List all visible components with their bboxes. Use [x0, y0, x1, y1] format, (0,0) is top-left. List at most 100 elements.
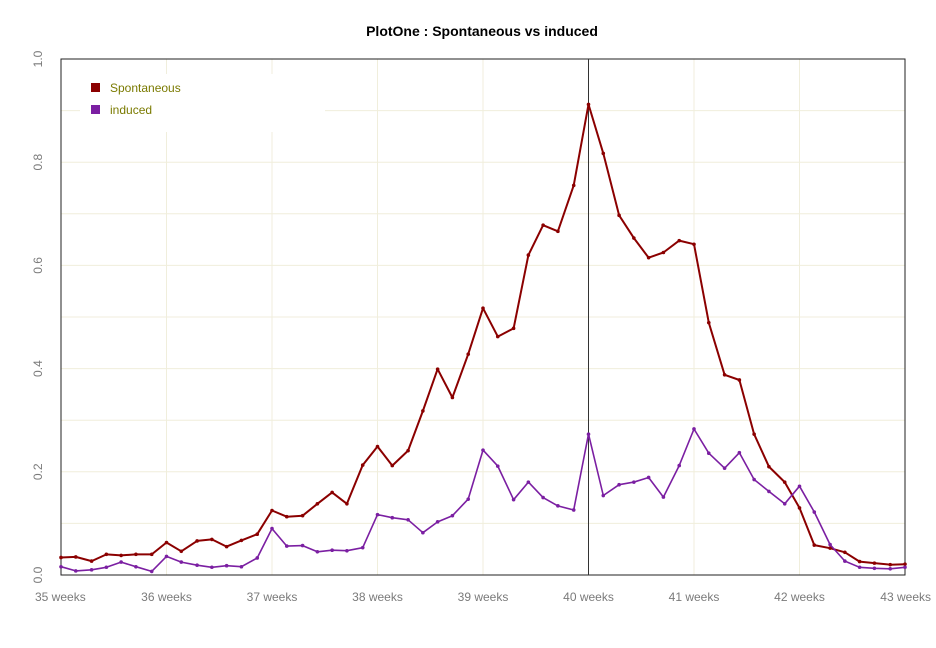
data-point: [345, 501, 349, 506]
series-induced: [59, 427, 907, 574]
data-point: [812, 510, 817, 514]
data-point: [134, 552, 138, 557]
data-point: [511, 497, 516, 502]
data-point: [104, 565, 109, 570]
data-point: [857, 559, 862, 564]
data-point: [164, 540, 169, 545]
data-point: [541, 223, 545, 227]
data-point: [390, 463, 395, 468]
data-point: [255, 556, 260, 560]
data-point: [284, 544, 289, 548]
data-point: [375, 444, 380, 449]
data-point: [632, 480, 636, 484]
data-point: [843, 559, 847, 563]
data-point: [284, 514, 289, 519]
data-point: [843, 550, 847, 555]
data-point: [224, 544, 229, 549]
data-point: [73, 555, 78, 559]
data-point: [601, 493, 606, 498]
data-point: [450, 395, 455, 400]
data-point: [59, 555, 63, 560]
data-point: [390, 515, 395, 520]
data-point: [903, 565, 907, 570]
data-point: [556, 504, 560, 508]
data-point: [495, 464, 500, 468]
data-point: [406, 448, 410, 453]
data-point: [692, 427, 696, 431]
data-point: [300, 543, 305, 548]
data-point: [375, 512, 380, 517]
data-point: [210, 565, 214, 570]
data-point: [450, 513, 455, 518]
data-point: [315, 549, 320, 554]
data-point: [466, 497, 471, 501]
data-point: [752, 432, 756, 436]
data-point: [360, 463, 365, 467]
x-tick-label: 41 weeks: [669, 590, 720, 604]
data-point: [586, 432, 591, 436]
data-point: [556, 229, 560, 234]
x-tick-label: 37 weeks: [247, 590, 298, 604]
data-point: [872, 561, 877, 565]
data-point: [872, 566, 877, 571]
data-point: [706, 451, 711, 456]
data-point: [119, 560, 123, 564]
data-point: [195, 563, 199, 567]
data-point: [767, 464, 771, 469]
legend-box: [80, 74, 325, 132]
data-point: [330, 548, 334, 553]
data-point: [435, 367, 440, 371]
data-point: [179, 549, 184, 554]
grid: [60, 58, 906, 575]
data-point: [300, 513, 305, 518]
data-point: [661, 495, 666, 499]
data-point: [888, 567, 893, 571]
data-point: [828, 542, 832, 547]
data-point: [722, 372, 727, 377]
legend-swatch: [91, 83, 100, 92]
data-point: [782, 501, 787, 506]
data-point: [435, 520, 440, 524]
y-tick-label: 0.0: [31, 566, 45, 583]
y-tick-label: 0.6: [31, 257, 45, 274]
x-tick-label: 38 weeks: [352, 590, 403, 604]
data-point: [89, 559, 94, 563]
data-point: [210, 537, 214, 542]
data-point: [149, 552, 154, 557]
x-tick-label: 42 weeks: [774, 590, 825, 604]
data-point: [692, 242, 696, 247]
data-point: [495, 334, 500, 339]
data-point: [345, 548, 349, 553]
x-tick-label: 40 weeks: [563, 590, 614, 604]
legend-swatch: [91, 105, 100, 114]
data-point: [149, 569, 154, 574]
data-point: [255, 532, 260, 537]
data-point: [104, 552, 109, 557]
data-point: [617, 482, 621, 487]
data-point: [888, 562, 893, 567]
y-tick-label: 0.4: [31, 360, 45, 377]
series-spontaneous: [59, 102, 907, 567]
data-point: [571, 508, 576, 512]
data-point: [466, 352, 471, 356]
data-point: [119, 553, 123, 558]
data-point: [526, 480, 531, 484]
data-point: [722, 466, 727, 470]
data-point: [782, 480, 787, 484]
data-point: [601, 151, 606, 156]
data-point: [677, 238, 682, 243]
plot-frame: [60, 58, 906, 576]
data-point: [903, 562, 907, 566]
x-tick-label: 36 weeks: [141, 590, 192, 604]
data-point: [179, 560, 184, 564]
data-point: [360, 545, 365, 550]
data-point: [481, 306, 485, 311]
x-tick-label: 35 weeks: [35, 590, 86, 604]
data-point: [857, 565, 862, 570]
chart-title: PlotOne : Spontaneous vs induced: [366, 23, 598, 39]
data-point: [239, 538, 244, 543]
data-point: [421, 409, 425, 413]
data-point: [797, 506, 802, 510]
data-point: [73, 569, 78, 573]
